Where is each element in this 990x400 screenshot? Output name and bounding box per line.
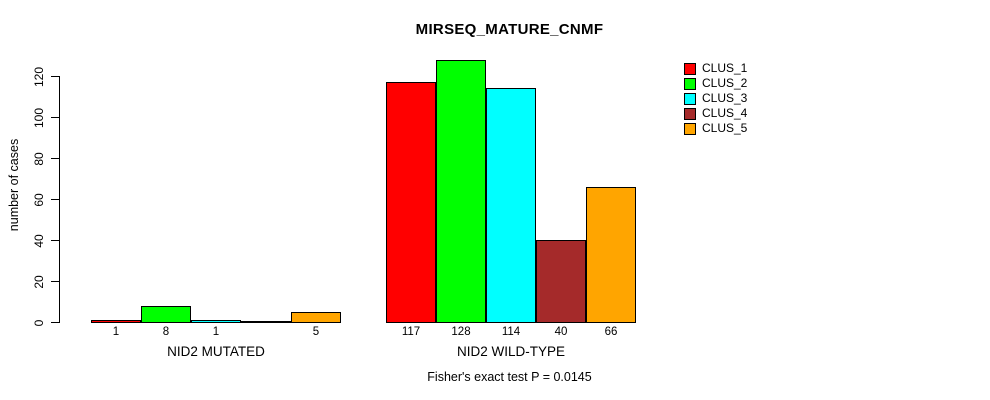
fisher-test-annotation: Fisher's exact test P = 0.0145	[427, 370, 592, 384]
legend-label: CLUS_5	[702, 121, 748, 135]
chart-title: MIRSEQ_MATURE_CNMF	[415, 21, 604, 38]
legend-label: CLUS_3	[702, 91, 748, 105]
bar-clus_5-nid2-wild-type	[586, 187, 636, 323]
bar-clus_4-nid2-mutated	[241, 321, 291, 323]
bar-clus_4-nid2-wild-type	[536, 240, 586, 323]
bar-clus_3-nid2-wild-type	[486, 88, 536, 323]
y-tick-label: 20	[32, 274, 46, 289]
legend-item-clus_4: CLUS_4	[684, 106, 747, 121]
y-tick-label: 80	[32, 151, 46, 166]
y-tick-label: 60	[32, 192, 46, 207]
y-tick-mark	[51, 117, 59, 118]
y-tick-mark	[51, 158, 59, 159]
y-tick-mark	[51, 322, 59, 323]
bar-value-label: 128	[451, 326, 471, 338]
legend-item-clus_3: CLUS_3	[684, 91, 747, 106]
legend-label: CLUS_2	[702, 76, 748, 90]
y-axis-line	[59, 76, 60, 323]
legend-item-clus_5: CLUS_5	[684, 121, 747, 136]
bar-value-label: 5	[312, 326, 320, 338]
legend-swatch-clus_1	[684, 62, 696, 75]
y-tick-mark	[51, 199, 59, 200]
legend-swatch-clus_2	[684, 77, 696, 90]
legend-swatch-clus_3	[684, 92, 696, 105]
y-tick-mark	[51, 76, 59, 77]
bar-clus_1-nid2-mutated	[91, 320, 141, 323]
bar-clus_3-nid2-mutated	[191, 320, 241, 323]
bar-clus_5-nid2-mutated	[291, 312, 341, 323]
y-tick-label: 0	[32, 319, 46, 326]
y-tick-label: 40	[32, 233, 46, 248]
legend-label: CLUS_1	[702, 61, 748, 75]
bar-clus_2-nid2-wild-type	[436, 60, 486, 323]
legend-item-clus_1: CLUS_1	[684, 61, 747, 76]
bar-value-label: 1	[212, 326, 220, 338]
group-label: NID2 MUTATED	[167, 344, 265, 359]
bar-value-label: 114	[501, 326, 521, 338]
bar-clus_2-nid2-mutated	[141, 306, 191, 323]
legend-swatch-clus_4	[684, 107, 696, 120]
group-label: NID2 WILD-TYPE	[456, 344, 565, 359]
y-tick-label: 100	[32, 107, 46, 128]
y-tick-mark	[51, 240, 59, 241]
bar-value-label: 40	[554, 326, 568, 338]
legend: CLUS_1 CLUS_2 CLUS_3 CLUS_4 CLUS_5	[684, 61, 747, 136]
y-tick-label: 120	[32, 66, 46, 87]
bar-value-label: 8	[162, 326, 170, 338]
legend-swatch-clus_5	[684, 122, 696, 135]
bar-value-label: 66	[604, 326, 618, 338]
bar-value-label: 1	[112, 326, 120, 338]
legend-item-clus_2: CLUS_2	[684, 76, 747, 91]
legend-label: CLUS_4	[702, 106, 748, 120]
bar-clus_1-nid2-wild-type	[386, 82, 436, 323]
y-axis-label: number of cases	[7, 138, 21, 232]
y-tick-mark	[51, 281, 59, 282]
bar-value-label: 117	[401, 326, 421, 338]
